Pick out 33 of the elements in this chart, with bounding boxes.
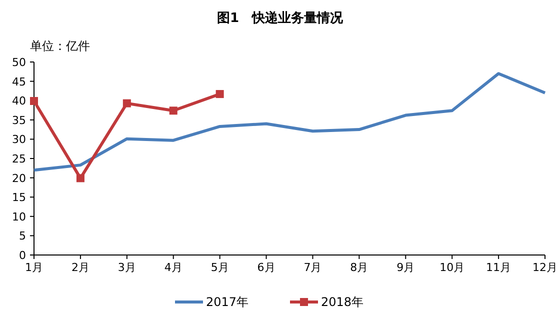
point: [30, 96, 38, 105]
x-tick-label: 9月: [396, 261, 415, 274]
chart-title: 图1 快递业务量情况: [216, 10, 344, 26]
x-tick-label: 12月: [532, 261, 558, 274]
legend-label: 2017年: [206, 295, 249, 309]
point: [216, 90, 224, 98]
y-axis-title: 单位：亿件: [30, 39, 90, 53]
point: [122, 99, 131, 108]
legend-label: 2018年: [321, 295, 364, 309]
y-tick-label: 40: [12, 94, 26, 108]
y-tick-label: 35: [12, 114, 26, 127]
y-tick-label: 45: [12, 75, 26, 88]
x-tick-label: 3月: [118, 261, 136, 274]
y-tick-label: 5: [19, 230, 26, 243]
x-tick-label: 6月: [257, 261, 276, 274]
x-tick-label: 11月: [486, 261, 512, 274]
x-tick-label: 5月: [210, 261, 229, 274]
x-tick-label: 2月: [71, 261, 90, 274]
point: [76, 174, 84, 182]
x-tick-label: 1月: [25, 261, 43, 274]
y-tick-label: 15: [12, 191, 26, 204]
y-tick-label: 20: [12, 172, 26, 185]
x-tick-label: 7月: [304, 261, 322, 274]
line-series: [32, 72, 546, 172]
y-tick-label: 30: [12, 133, 26, 146]
y-tick-label: 0: [19, 249, 26, 262]
x-tick-label: 4月: [164, 261, 182, 274]
y-tick-label: 10: [12, 210, 26, 224]
y-tick-label: 50: [12, 56, 26, 69]
point: [169, 106, 178, 115]
x-tick-label: 10月: [440, 261, 465, 274]
y-tick-label: 25: [12, 152, 26, 166]
x-tick-label: 8月: [350, 261, 368, 274]
